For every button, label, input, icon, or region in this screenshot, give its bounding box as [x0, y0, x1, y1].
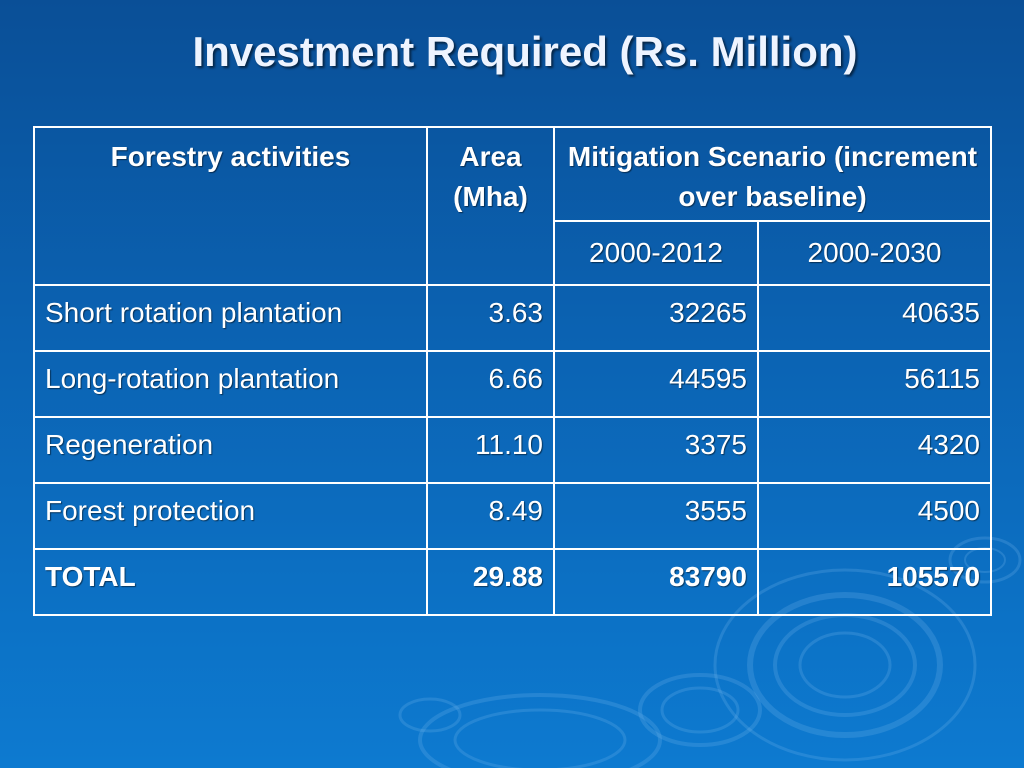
total-area-cell: 29.88 [426, 548, 555, 616]
total-period1-cell: 83790 [553, 548, 759, 616]
table-row: Forest protection 8.49 3555 4500 [33, 482, 993, 550]
header-area: Area (Mha) [426, 126, 555, 286]
period1-cell: 32265 [553, 284, 759, 352]
total-row: TOTAL 29.88 83790 105570 [33, 548, 993, 616]
slide-title: Investment Required (Rs. Million) [192, 28, 858, 75]
area-cell: 6.66 [426, 350, 555, 418]
period1-cell: 3555 [553, 482, 759, 550]
period1-cell: 3375 [553, 416, 759, 484]
header-period-2000-2012: 2000-2012 [553, 220, 759, 286]
table-row: Short rotation plantation 3.63 32265 406… [33, 284, 993, 352]
header-period-2000-2030: 2000-2030 [756, 220, 993, 286]
header-mitigation-scenario: Mitigation Scenario (increment over base… [552, 126, 993, 222]
period2-cell: 56115 [756, 350, 993, 418]
investment-table: Forestry activities Area (Mha) Mitigatio… [33, 126, 993, 616]
period1-cell: 44595 [553, 350, 759, 418]
total-period2-cell: 105570 [756, 548, 993, 616]
period2-cell: 4500 [756, 482, 993, 550]
area-cell: 3.63 [426, 284, 555, 352]
period2-cell: 4320 [756, 416, 993, 484]
table-row: Long-rotation plantation 6.66 44595 5611… [33, 350, 993, 418]
header-forestry-activities: Forestry activities [33, 126, 428, 286]
period2-cell: 40635 [756, 284, 993, 352]
activity-cell: Short rotation plantation [33, 284, 428, 352]
table-row: Regeneration 11.10 3375 4320 [33, 416, 993, 484]
total-label-cell: TOTAL [33, 548, 428, 616]
area-cell: 11.10 [426, 416, 555, 484]
activity-cell: Forest protection [33, 482, 428, 550]
activity-cell: Regeneration [33, 416, 428, 484]
area-cell: 8.49 [426, 482, 555, 550]
activity-cell: Long-rotation plantation [33, 350, 428, 418]
